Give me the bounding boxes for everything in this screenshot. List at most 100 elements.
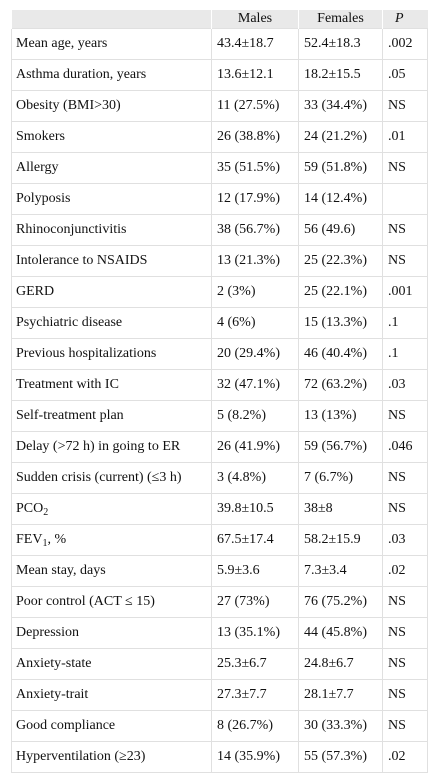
row-label-text: Treatment with IC xyxy=(16,376,119,392)
cell-p-value: NS xyxy=(382,585,428,617)
row-label-text: Depression xyxy=(16,624,79,640)
cell-p-value: NS xyxy=(382,399,428,431)
row-label-text: Hyperventilation (≥23) xyxy=(16,748,146,764)
row-label: GERD xyxy=(11,275,212,307)
row-label: Delay (>72 h) in going to ER xyxy=(11,430,212,462)
row-label-text: Allergy xyxy=(16,159,59,175)
table-row: Asthma duration, years 13.6±12.1 18.2±15.5… xyxy=(11,58,428,90)
table-header: Males Females P xyxy=(11,10,428,28)
row-label-text: GERD xyxy=(16,283,55,299)
row-label: Self-treatment plan xyxy=(11,399,212,431)
cell-males: 13.6±12.1 xyxy=(211,58,299,90)
row-label-subscript: 1 xyxy=(42,537,48,549)
row-label-text: FEV xyxy=(16,531,43,547)
cell-p-value: NS xyxy=(382,151,428,183)
cell-males: 39.8±10.5 xyxy=(211,492,299,524)
row-label-subscript: 2 xyxy=(43,506,49,518)
cell-females: 38±8 xyxy=(298,492,383,524)
row-label: FEV1, % xyxy=(11,523,212,555)
cell-p-value xyxy=(382,182,428,214)
cell-males: 35 (51.5%) xyxy=(211,151,299,183)
cell-males: 13 (35.1%) xyxy=(211,616,299,648)
header-variable xyxy=(11,10,212,28)
row-label: Psychiatric disease xyxy=(11,306,212,338)
cell-p-value: NS xyxy=(382,616,428,648)
cell-males: 3 (4.8%) xyxy=(211,461,299,493)
row-label-text: Previous hospitalizations xyxy=(16,345,157,361)
cell-females: 72 (63.2%) xyxy=(298,368,383,400)
row-label: Sudden crisis (current) (≤3 h) xyxy=(11,461,212,493)
cell-females: 55 (57.3%) xyxy=(298,740,383,773)
cell-females: 14 (12.4%) xyxy=(298,182,383,214)
cell-females: 25 (22.3%) xyxy=(298,244,383,276)
row-label: PCO2 xyxy=(11,492,212,524)
row-label-text: Anxiety-state xyxy=(16,655,92,671)
cell-females: 13 (13%) xyxy=(298,399,383,431)
table-row: Psychiatric disease 4 (6%) 15 (13.3%) .1 xyxy=(11,306,428,338)
cell-males: 4 (6%) xyxy=(211,306,299,338)
cell-males: 13 (21.3%) xyxy=(211,244,299,276)
row-label-text: Asthma duration, years xyxy=(16,66,147,82)
cell-p-value: .046 xyxy=(382,430,428,462)
header-females: Females xyxy=(298,10,383,28)
cell-females: 58.2±15.9 xyxy=(298,523,383,555)
row-label-text: Intolerance to NSAIDS xyxy=(16,252,148,268)
row-label: Anxiety-state xyxy=(11,647,212,679)
table-row: Allergy 35 (51.5%) 59 (51.8%) NS xyxy=(11,151,428,183)
row-label-text: PCO xyxy=(16,500,44,516)
table-row: GERD 2 (3%) 25 (22.1%) .001 xyxy=(11,275,428,307)
comparison-table-container: Males Females P Mean age, years 43.4±18.7… xyxy=(11,10,428,773)
row-label: Asthma duration, years xyxy=(11,58,212,90)
cell-p-value: NS xyxy=(382,244,428,276)
row-label: Hyperventilation (≥23) xyxy=(11,740,212,773)
row-label-text: Psychiatric disease xyxy=(16,314,123,330)
row-label-text: Poor control (ACT ≤ 15) xyxy=(16,593,155,609)
cell-females: 76 (75.2%) xyxy=(298,585,383,617)
cell-males: 32 (47.1%) xyxy=(211,368,299,400)
cell-males: 14 (35.9%) xyxy=(211,740,299,773)
cell-p-value: .03 xyxy=(382,523,428,555)
row-label: Polyposis xyxy=(11,182,212,214)
cell-females: 7.3±3.4 xyxy=(298,554,383,586)
table-row: Anxiety-state 25.3±6.7 24.8±6.7 NS xyxy=(11,647,428,679)
table-row: Hyperventilation (≥23) 14 (35.9%) 55 (57.3… xyxy=(11,740,428,773)
cell-females: 44 (45.8%) xyxy=(298,616,383,648)
cell-males: 12 (17.9%) xyxy=(211,182,299,214)
cell-females: 7 (6.7%) xyxy=(298,461,383,493)
cell-p-value: .001 xyxy=(382,275,428,307)
row-label: Allergy xyxy=(11,151,212,183)
table-row: Rhinoconjunctivitis 38 (56.7%) 56 (49.6) NS xyxy=(11,213,428,245)
table-row: PCO2 39.8±10.5 38±8 NS xyxy=(11,492,428,524)
row-label-text: Anxiety-trait xyxy=(16,686,89,702)
cell-p-value: .02 xyxy=(382,554,428,586)
row-label-text: Smokers xyxy=(16,128,65,144)
cell-p-value: .05 xyxy=(382,58,428,90)
cell-p-value: .03 xyxy=(382,368,428,400)
cell-males: 8 (26.7%) xyxy=(211,709,299,741)
cell-females: 25 (22.1%) xyxy=(298,275,383,307)
table-row: FEV1, % 67.5±17.4 58.2±15.9.03 xyxy=(11,523,428,555)
table-row: Treatment with IC 32 (47.1%) 72 (63.2%) .03 xyxy=(11,368,428,400)
table-row: Sudden crisis (current) (≤3 h) 3 (4.8%) 7 … xyxy=(11,461,428,493)
row-label: Smokers xyxy=(11,120,212,152)
header-males: Males xyxy=(211,10,299,28)
cell-p-value: NS xyxy=(382,678,428,710)
cell-p-value: NS xyxy=(382,709,428,741)
row-label: Previous hospitalizations xyxy=(11,337,212,369)
table-row: Self-treatment plan 5 (8.2%) 13 (13%) NS xyxy=(11,399,428,431)
row-label: Depression xyxy=(11,616,212,648)
header-row: Males Females P xyxy=(11,10,428,28)
row-label: Poor control (ACT ≤ 15) xyxy=(11,585,212,617)
sex-comparison-table: Males Females P Mean age, years 43.4±18.7… xyxy=(11,10,428,773)
cell-females: 56 (49.6) xyxy=(298,213,383,245)
row-label-text: Good compliance xyxy=(16,717,116,733)
row-label: Treatment with IC xyxy=(11,368,212,400)
row-label-text: Obesity (BMI>30) xyxy=(16,97,121,113)
row-label: Mean stay, days xyxy=(11,554,212,586)
cell-females: 18.2±15.5 xyxy=(298,58,383,90)
cell-p-value: .1 xyxy=(382,337,428,369)
table-row: Intolerance to NSAIDS 13 (21.3%) 25 (22.3%… xyxy=(11,244,428,276)
cell-females: 28.1±7.7 xyxy=(298,678,383,710)
cell-p-value: .01 xyxy=(382,120,428,152)
cell-females: 33 (34.4%) xyxy=(298,89,383,121)
